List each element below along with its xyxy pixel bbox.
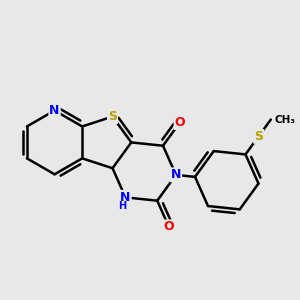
Text: N: N	[171, 168, 181, 182]
Text: N: N	[120, 191, 131, 204]
Text: O: O	[175, 116, 185, 129]
Text: S: S	[108, 110, 117, 123]
Text: O: O	[164, 220, 174, 233]
Text: S: S	[254, 130, 263, 143]
Text: CH₃: CH₃	[274, 115, 296, 124]
Text: H: H	[118, 202, 127, 212]
Text: N: N	[50, 104, 60, 117]
